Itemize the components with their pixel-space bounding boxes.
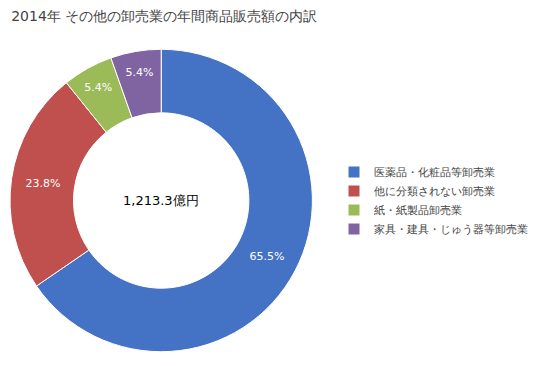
svg-text:1,213.3億円: 1,213.3億円 [123,193,199,208]
svg-text:5.4%: 5.4% [125,66,153,79]
svg-text:5.4%: 5.4% [84,81,112,94]
svg-text:家具・建具・じゅう器等卸売業: 家具・建具・じゅう器等卸売業 [374,223,528,236]
svg-text:他に分類されない卸売業: 他に分類されない卸売業 [374,185,495,198]
svg-text:紙・紙製品卸売業: 紙・紙製品卸売業 [374,204,462,217]
svg-text:23.8%: 23.8% [26,177,61,190]
svg-text:65.5%: 65.5% [249,250,284,263]
svg-text:医薬品・化粧品等卸売業: 医薬品・化粧品等卸売業 [374,166,495,179]
svg-text:2014年 その他の卸売業の年間商品販売額の内訳: 2014年 その他の卸売業の年間商品販売額の内訳 [11,8,317,24]
